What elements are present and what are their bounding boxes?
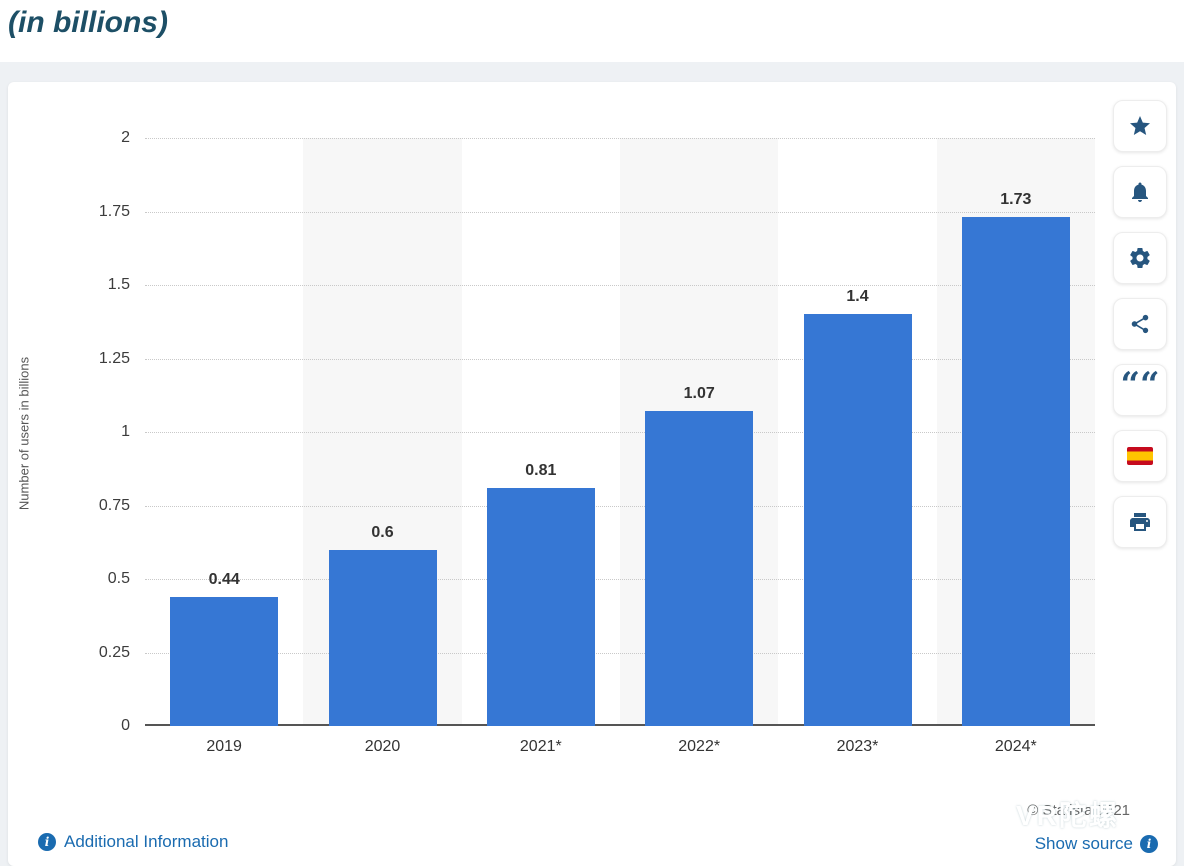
- x-category-label: 2019: [206, 738, 242, 755]
- grid-line: [145, 505, 1095, 507]
- bar[interactable]: [328, 549, 437, 726]
- bar[interactable]: [803, 314, 912, 726]
- additional-information-link[interactable]: i Additional Information: [38, 832, 228, 852]
- y-tick-label: 2: [121, 129, 130, 146]
- alerts-button[interactable]: [1113, 166, 1167, 218]
- grid-line: [145, 285, 1095, 286]
- x-category-label: 2022*: [678, 738, 721, 755]
- y-axis-ticks: 0 0.25 0.5 0.75 1 1.25 1.5 1.75 2: [48, 129, 130, 734]
- bar-value-label: 1.07: [683, 385, 715, 403]
- plot-area: 0.44 0.6 0.81 1.07 1.4 1.73: [145, 138, 1095, 726]
- bar-value-label: 0.81: [525, 461, 557, 479]
- grid-line: [145, 579, 1095, 580]
- chart-toolbar: ““: [1113, 100, 1167, 562]
- bar-value-label: 1.4: [846, 288, 869, 306]
- cite-button[interactable]: ““: [1113, 364, 1167, 416]
- grid-line: [145, 138, 1095, 139]
- y-tick-label: 1.5: [107, 276, 130, 293]
- x-category-label: 2024*: [994, 738, 1037, 755]
- language-button[interactable]: [1113, 430, 1167, 482]
- grid-line: [145, 652, 1095, 654]
- x-category-label: 2023*: [836, 738, 879, 755]
- chart-card: Number of users in billions 0 0.25 0.5 0.75…: [8, 82, 1176, 866]
- bar[interactable]: [486, 487, 595, 726]
- info-icon: i: [38, 833, 56, 851]
- settings-button[interactable]: [1113, 232, 1167, 284]
- y-tick-label: 1.75: [98, 202, 130, 220]
- bar-value-label: 0.44: [208, 570, 240, 588]
- x-category-label: 2021*: [519, 738, 562, 755]
- bar-value-label: 1.73: [1000, 191, 1032, 209]
- page-title: (in billions): [8, 6, 168, 39]
- share-button[interactable]: [1113, 298, 1167, 350]
- print-button[interactable]: [1113, 496, 1167, 548]
- bar-value-label: 0.6: [371, 523, 394, 541]
- x-axis-baseline: [145, 724, 1095, 726]
- bell-icon: [1132, 182, 1148, 202]
- additional-information-label: Additional Information: [64, 832, 229, 851]
- bar[interactable]: [645, 411, 754, 726]
- x-axis-labels: 2019 2020 2021* 2022* 2023* 2024*: [145, 738, 1095, 764]
- bar[interactable]: [961, 217, 1070, 726]
- show-source-link[interactable]: Show source i: [1035, 834, 1158, 854]
- grid-line: [145, 211, 1095, 213]
- favorite-button[interactable]: [1113, 100, 1167, 152]
- quote-icon: ““: [1120, 365, 1160, 405]
- y-axis-title: Number of users in billions: [16, 356, 32, 511]
- bar[interactable]: [170, 596, 279, 726]
- grid-line: [145, 358, 1095, 360]
- y-tick-label: 0.5: [107, 570, 130, 587]
- x-category-label: 2020: [364, 738, 401, 755]
- y-tick-label: 1: [121, 423, 130, 440]
- share-icon: [1131, 314, 1149, 334]
- copyright: © Statista 2021: [1027, 802, 1130, 819]
- gear-icon: [1130, 248, 1150, 268]
- printer-icon: [1130, 513, 1150, 531]
- y-tick-label: 0.75: [98, 496, 130, 514]
- grid-line: [145, 432, 1095, 433]
- info-icon: i: [1140, 835, 1158, 853]
- y-tick-label: 1.25: [98, 349, 130, 367]
- y-tick-label: 0: [121, 717, 130, 734]
- y-tick-label: 0.25: [98, 643, 130, 661]
- star-icon: [1130, 116, 1150, 135]
- header-strip: [0, 0, 1184, 62]
- show-source-label: Show source: [1034, 834, 1133, 853]
- spain-flag-icon: [1127, 447, 1153, 465]
